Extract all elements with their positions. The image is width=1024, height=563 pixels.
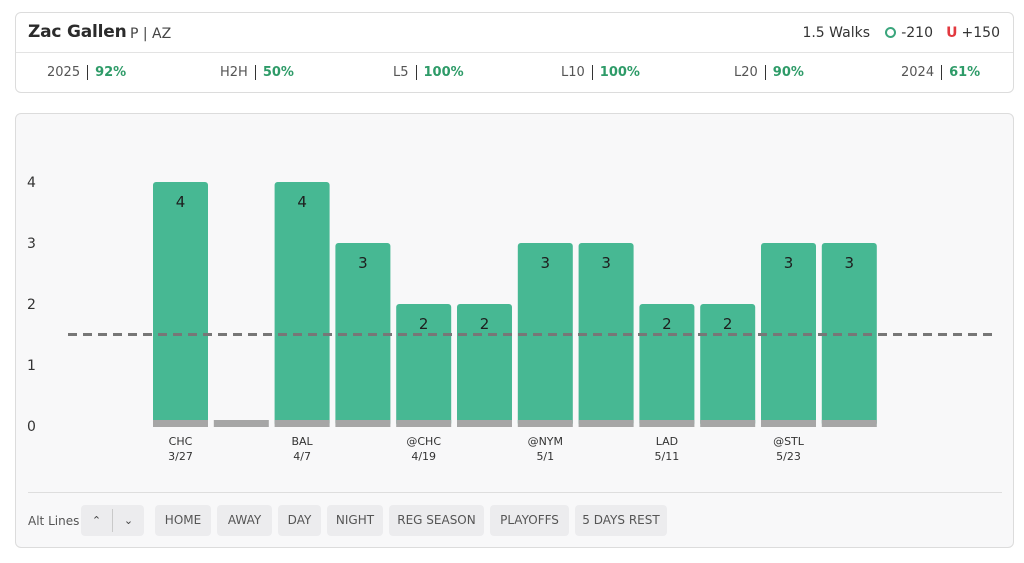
chart-divider <box>28 492 1002 493</box>
filter-playoffs[interactable]: PLAYOFFS <box>490 505 569 536</box>
bar-base <box>517 420 573 427</box>
hit-rate-value: 61% <box>949 65 981 80</box>
bar <box>396 304 452 426</box>
hit-rate-value: 90% <box>772 65 804 80</box>
hit-rate-value: 100% <box>423 65 464 80</box>
bar-base <box>274 420 330 427</box>
filter-home[interactable]: HOME <box>155 505 211 536</box>
over-odds[interactable]: -210 <box>885 25 933 41</box>
chevron-down-icon: ⌄ <box>123 514 134 527</box>
hit-rate-label: L10 <box>561 65 593 80</box>
bar-base <box>213 420 269 427</box>
bar <box>335 243 391 426</box>
under-odds[interactable]: U +150 <box>946 25 1000 41</box>
alt-line-down-button[interactable]: ⌄ <box>113 505 144 536</box>
hit-rate-l5: L5 100% <box>393 65 464 80</box>
x-tick-team: @CHC <box>406 435 441 448</box>
hit-rate-2024: 2024 61% <box>901 65 980 80</box>
bar-value-label: 2 <box>662 315 672 333</box>
y-tick-label: 2 <box>27 297 36 313</box>
hit-rate-label: H2H <box>220 65 256 80</box>
prop-header-card: Zac Gallen P | AZ 1.5 Walks -210 U +150 2… <box>15 12 1014 93</box>
prop-line-label: 1.5 Walks <box>802 25 870 41</box>
bar-value-label: 3 <box>541 254 551 272</box>
x-tick-team: @NYM <box>528 435 563 448</box>
bar-base <box>335 420 391 427</box>
chevron-up-icon: ⌃ <box>91 514 102 527</box>
bar-value-label: 3 <box>601 254 611 272</box>
over-odds-value: -210 <box>901 25 933 41</box>
x-tick-team: BAL <box>291 435 313 448</box>
hit-rate-label: L5 <box>393 65 417 80</box>
filter-night[interactable]: NIGHT <box>327 505 383 536</box>
filter-5-days-rest[interactable]: 5 DAYS REST <box>575 505 667 536</box>
bar-base <box>396 420 452 427</box>
hit-rate-h2h: H2H 50% <box>220 65 294 80</box>
bar-value-label: 2 <box>419 315 429 333</box>
player-meta: P | AZ <box>130 26 172 42</box>
bar-base <box>457 420 512 427</box>
alt-line-up-button[interactable]: ⌃ <box>81 505 112 536</box>
bar-base <box>578 420 634 427</box>
alt-lines-stepper: ⌃ ⌄ <box>81 505 144 536</box>
y-tick-label: 4 <box>27 175 36 191</box>
bar-base <box>639 420 695 427</box>
hit-rate-value: 100% <box>599 65 640 80</box>
bar-value-label: 4 <box>297 193 307 211</box>
under-u-icon: U <box>946 25 958 41</box>
x-tick-team: LAD <box>656 435 678 448</box>
stepper-divider <box>112 509 113 532</box>
bar-base <box>821 420 877 427</box>
game-log-bar-chart: 0 1 2 3 4 4 4 3 2 2 3 3 2 2 3 3 CHC 3/27 BAL 4/7 @CHC 4/19 @NY… <box>27 175 996 463</box>
prop-title-row: Zac Gallen P | AZ 1.5 Walks -210 U +150 <box>16 13 1013 53</box>
under-odds-value: +150 <box>961 25 1000 41</box>
hit-rate-row: 2025 92% H2H 50% L5 100% L10 100% L20 90% 202… <box>16 54 1013 94</box>
game-log-chart-card: 0 1 2 3 4 4 4 3 2 2 3 3 2 2 3 3 CHC 3/27 BAL 4/7 @CHC 4/19 @NY… <box>15 113 1014 548</box>
x-tick-date: 5/1 <box>536 450 554 463</box>
x-tick-date: 4/19 <box>411 450 436 463</box>
y-tick-label: 3 <box>27 236 36 252</box>
hit-rate-label: 2025 <box>47 65 89 80</box>
bar <box>457 304 512 426</box>
x-tick-date: 4/7 <box>293 450 311 463</box>
bar-base <box>761 420 816 427</box>
hit-rate-l20: L20 90% <box>734 65 804 80</box>
hit-rate-l10: L10 100% <box>561 65 640 80</box>
bar <box>517 243 573 426</box>
x-tick-date: 5/23 <box>776 450 801 463</box>
bar-base <box>700 420 756 427</box>
y-tick-label: 0 <box>27 419 36 435</box>
alt-lines-label: Alt Lines <box>28 514 80 528</box>
bar-value-label: 3 <box>784 254 794 272</box>
bar <box>578 243 634 426</box>
bar-value-label: 3 <box>358 254 368 272</box>
hit-rate-2025: 2025 92% <box>47 65 126 80</box>
hit-rate-label: L20 <box>734 65 766 80</box>
y-tick-label: 1 <box>27 358 36 374</box>
x-tick-team: CHC <box>169 435 193 448</box>
over-circle-icon <box>885 27 897 38</box>
x-tick-date: 5/11 <box>655 450 680 463</box>
bar <box>274 182 330 426</box>
filter-reg-season[interactable]: REG SEASON <box>389 505 484 536</box>
bar-base <box>153 420 208 427</box>
hit-rate-value: 50% <box>262 65 294 80</box>
player-name[interactable]: Zac Gallen <box>28 22 127 42</box>
hit-rate-label: 2024 <box>901 65 943 80</box>
filter-away[interactable]: AWAY <box>217 505 272 536</box>
filter-day[interactable]: DAY <box>278 505 321 536</box>
hit-rate-value: 92% <box>95 65 127 80</box>
bar-value-label: 2 <box>723 315 733 333</box>
bar-value-label: 4 <box>176 193 186 211</box>
bar-value-label: 2 <box>480 315 490 333</box>
bar-value-label: 3 <box>845 254 855 272</box>
x-tick-date: 3/27 <box>168 450 193 463</box>
x-tick-team: @STL <box>773 435 805 448</box>
bar <box>153 182 208 426</box>
